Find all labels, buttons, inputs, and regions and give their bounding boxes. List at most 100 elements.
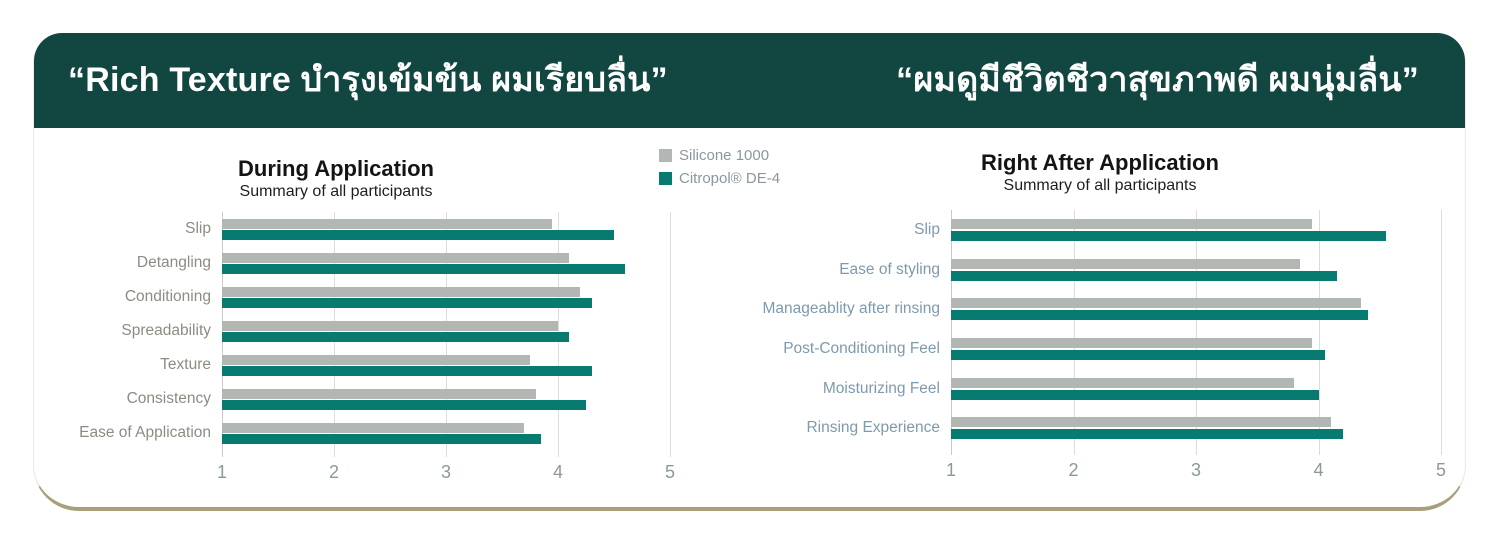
bar-silicone-1000: [222, 354, 530, 365]
bar-group-manageablity-after-rinsing: [951, 289, 1441, 329]
category-label-spreadability: Spreadability: [121, 322, 211, 339]
axis-spacer: [60, 450, 222, 486]
bar-group-moisturizing-feel: [951, 369, 1441, 409]
category-label-manageablity-after-rinsing: Manageablity after rinsing: [762, 300, 941, 318]
chart-header: Right After Application Summary of all p…: [700, 150, 1498, 196]
category-label-detangling: Detangling: [136, 254, 211, 271]
legend-label: Silicone 1000: [679, 147, 770, 164]
bar-citropol-de-4: [222, 297, 592, 308]
x-tick-labels: 1 2 3 4 5: [217, 458, 675, 486]
bar-silicone-1000: [951, 258, 1301, 269]
x-tick-label: 4: [552, 462, 564, 482]
x-tick-label: 3: [1190, 460, 1202, 480]
x-tick-label: 1: [216, 462, 228, 482]
header-banner: “Rich Texture บำรุงเข้มข้น ผมเรียบลื่น” …: [34, 33, 1465, 128]
gridline: [1073, 210, 1075, 455]
gridline: [951, 210, 952, 455]
gridlines: [951, 210, 1442, 455]
bar-citropol-de-4: [951, 310, 1368, 321]
bar-citropol-de-4: [951, 270, 1337, 281]
bar-citropol-de-4: [222, 331, 570, 342]
gridline: [1196, 210, 1197, 455]
gridline: [670, 212, 671, 457]
bar-group-slip: [222, 212, 670, 246]
category-labels: Slip Ease of styling Manageablity after ri…: [700, 210, 951, 448]
bar-citropol-de-4: [222, 433, 542, 444]
bar-citropol-de-4: [951, 230, 1386, 241]
chart-title: During Application: [238, 156, 434, 181]
bar-rows: [951, 210, 1441, 448]
bar-group-ease-of-application: [222, 416, 670, 450]
bar-group-consistency: [222, 382, 670, 416]
bar-silicone-1000: [951, 337, 1313, 348]
x-tick-label: 4: [1313, 460, 1324, 480]
legend: Silicone 1000 Citropol® DE-4: [659, 147, 780, 187]
bar-group-spreadability: [222, 314, 670, 348]
bar-citropol-de-4: [222, 229, 614, 240]
quote-right: “ผมดูมีชีวิตชีวาสุขภาพดี ผมนุ่มลื่น”: [896, 60, 1419, 99]
bar-silicone-1000: [222, 422, 525, 433]
x-tick-label: 5: [664, 462, 676, 482]
axis-spacer: [700, 448, 951, 484]
bar-group-ease-of-styling: [951, 250, 1441, 290]
category-label-post-conditioning-feel: Post-Conditioning Feel: [783, 339, 940, 357]
legend-swatch-citropol-de4-icon: [659, 172, 672, 185]
category-label-ease-of-application: Ease of Application: [79, 424, 211, 441]
category-label-ease-of-styling: Ease of styling: [839, 260, 940, 278]
category-label-texture: Texture: [160, 356, 211, 373]
bar-group-conditioning: [222, 280, 670, 314]
bar-silicone-1000: [951, 377, 1294, 388]
bar-group-post-conditioning-feel: [951, 329, 1441, 369]
bar-group-detangling: [222, 246, 670, 280]
bar-silicone-1000: [951, 417, 1331, 428]
chart-title: Right After Application: [981, 150, 1219, 175]
x-tick-label: 3: [440, 462, 452, 482]
bar-group-rinsing-experience: [951, 408, 1441, 448]
chart-header: During Application Summary of all partic…: [60, 156, 612, 202]
category-label-consistency: Consistency: [126, 390, 211, 407]
x-axis: 1 2 3 4 5: [700, 448, 1446, 484]
bar-citropol-de-4: [951, 429, 1343, 440]
x-tick-label: 1: [945, 460, 957, 480]
x-tick-label: 5: [1435, 460, 1447, 480]
legend-item-citropol-de4: Citropol® DE-4: [659, 170, 780, 187]
bar-citropol-de-4: [951, 349, 1325, 360]
bar-citropol-de-4: [222, 263, 626, 274]
plot-area-wrapper: Slip Detangling Conditioning Spreadability T…: [60, 212, 672, 457]
bar-group-slip: [951, 210, 1441, 250]
bar-citropol-de-4: [222, 365, 592, 376]
chart-right-after-application: Right After Application Summary of all p…: [700, 150, 1447, 484]
x-tick-label: 2: [1068, 460, 1079, 480]
gridline: [1441, 210, 1442, 455]
category-label-slip: Slip: [914, 220, 940, 238]
bar-group-texture: [222, 348, 670, 382]
bar-silicone-1000: [951, 218, 1313, 229]
legend-swatch-silicone-1000-icon: [659, 149, 672, 162]
bar-silicone-1000: [222, 218, 553, 229]
category-label-rinsing-experience: Rinsing Experience: [806, 419, 940, 437]
category-label-conditioning: Conditioning: [124, 288, 211, 305]
plot-area: [222, 212, 671, 457]
legend-label: Citropol® DE-4: [679, 170, 781, 187]
category-label-moisturizing-feel: Moisturizing Feel: [822, 379, 940, 397]
chart-subtitle: Summary of all participants: [239, 183, 433, 200]
bar-silicone-1000: [951, 298, 1362, 309]
bar-rows: [222, 212, 670, 450]
plot-area-wrapper: Slip Ease of styling Manageablity after ri…: [700, 210, 1442, 455]
x-tick-label: 2: [328, 462, 340, 482]
bar-silicone-1000: [222, 252, 570, 263]
bar-silicone-1000: [222, 320, 558, 331]
bar-citropol-de-4: [222, 399, 586, 410]
category-labels: Slip Detangling Conditioning Spreadability T…: [60, 212, 222, 450]
chart-during-application: During Application Summary of all partic…: [60, 156, 675, 486]
bar-silicone-1000: [222, 286, 581, 297]
legend-item-silicone-1000: Silicone 1000: [659, 147, 780, 164]
quote-left: “Rich Texture บำรุงเข้มข้น ผมเรียบลื่น”: [68, 60, 668, 99]
gridline: [1318, 210, 1320, 455]
x-tick-labels: 1 2 3 4 5: [946, 456, 1446, 484]
plot-area: [951, 210, 1442, 455]
category-label-slip: Slip: [185, 220, 211, 237]
bar-citropol-de-4: [951, 389, 1319, 400]
x-axis: 1 2 3 4 5: [60, 450, 675, 486]
